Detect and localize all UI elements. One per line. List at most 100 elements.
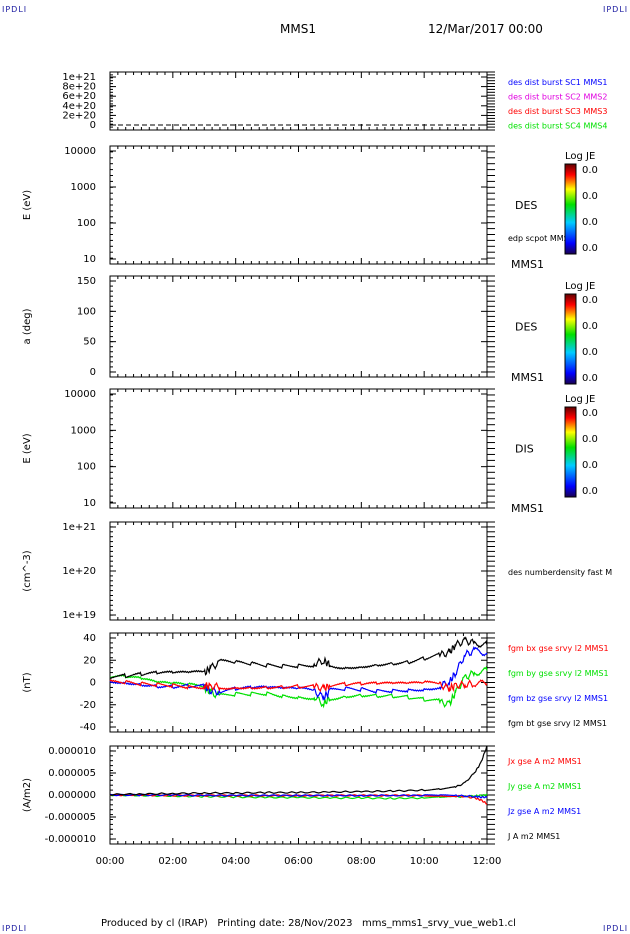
panel-5-y-tick-label: 1e+20 (62, 566, 96, 577)
panel-7-y-tick-label: 0.000010 (48, 746, 96, 757)
panel-7-series-line (109, 745, 488, 796)
spacecraft-title: MMS1 (280, 22, 316, 36)
panel-6-y-tick-label: 0 (90, 678, 96, 689)
panel-7-legend-entry: Jx gse A m2 MMS1 (507, 757, 582, 766)
panel-2-colorbar (564, 163, 577, 255)
panel-4-y-tick-label: 100 (77, 462, 96, 473)
panel-6-series-line (109, 645, 488, 701)
panel-2-colorbar-tick-label: 0.0 (582, 243, 598, 254)
panel-3-colorbar-tick-label: 0.0 (582, 373, 598, 384)
x-axis-tick-label: 04:00 (221, 856, 250, 867)
panel-6-y-tick-label: -40 (80, 722, 96, 733)
date-title: 12/Mar/2017 00:00 (428, 22, 543, 36)
panel-7-legend-entry: Jz gse A m2 MMS1 (507, 807, 581, 816)
panel-3-y-label: a (deg) (22, 308, 33, 344)
panel-4-y-tick-label: 1000 (71, 425, 96, 436)
panel-1-y-tick-label: 6e+20 (62, 91, 96, 102)
x-axis-tick-label: 06:00 (284, 856, 313, 867)
panel-6-legend-entry: fgm bt gse srvy l2 MMS1 (508, 719, 607, 728)
panel-6-y-tick-label: 20 (83, 655, 96, 666)
corner-label-bottom-right: IPDLI (603, 924, 629, 933)
panel-5-legend-entry: des numberdensity fast M (508, 568, 612, 577)
panel-3-colorbar-tick-label: 0.0 (582, 347, 598, 358)
panel-6-y-tick-label: 40 (83, 633, 96, 644)
panel-1-legend-entry: des dist burst SC2 MMS2 (508, 93, 607, 102)
panel-2-colorbar-title: Log JE (565, 151, 595, 162)
corner-label-top-left: IPDLI (2, 5, 28, 14)
x-axis-tick-label: 02:00 (158, 856, 187, 867)
panel-6-legend-entry: fgm bz gse srvy l2 MMS1 (508, 694, 608, 703)
panel-5-y-tick-label: 1e+19 (62, 610, 96, 621)
panel-3-colorbar-tick-label: 0.0 (582, 295, 598, 306)
panel-2-product-label: DES (515, 199, 537, 212)
panel-6-y-tick-label: -20 (80, 700, 96, 711)
panel-1-y-tick-label: 2e+20 (62, 110, 96, 121)
panel-6-legend-entry: fgm by gse srvy l2 MMS1 (508, 669, 609, 678)
panel-7-legend-entry: J A m2 MMS1 (507, 832, 560, 841)
panel-2-overlay-label: edp scpot MMS1 (508, 234, 574, 243)
panel-3-spacecraft-label: MMS1 (511, 371, 544, 384)
panel-7-legend-entry: Jy gse A m2 MMS1 (507, 782, 582, 791)
panel-3-frame (109, 275, 488, 378)
panel-3-colorbar-tick-label: 0.0 (582, 321, 598, 332)
panel-4-colorbar-tick-label: 0.0 (582, 486, 598, 497)
panel-2-frame (109, 145, 488, 265)
panel-1-legend-entry: des dist burst SC3 MMS3 (508, 107, 607, 116)
panel-2-colorbar-tick-label: 0.0 (582, 165, 598, 176)
x-axis-tick-label: 08:00 (347, 856, 376, 867)
panel-7-series-line (109, 793, 488, 799)
footer-text: Produced by cl (IRAP) Printing date: 28/… (101, 918, 516, 929)
panel-4-colorbar-tick-label: 0.0 (582, 408, 598, 419)
panel-6-series-line (109, 679, 488, 693)
panel-5-frame (109, 521, 488, 621)
panel-2-spacecraft-label: MMS1 (511, 258, 544, 271)
panel-4-colorbar-tick-label: 0.0 (582, 460, 598, 471)
panel-4-y-tick-label: 10 (83, 498, 96, 509)
panel-4-colorbar-tick-label: 0.0 (582, 434, 598, 445)
panel-7-y-tick-label: -0.000005 (45, 812, 96, 823)
panel-4-y-tick-label: 10000 (64, 389, 96, 400)
panel-5-y-label: (cm^-3) (22, 550, 33, 591)
corner-label-top-right: IPDLI (603, 5, 629, 14)
corner-label-bottom-left: IPDLI (2, 924, 28, 933)
panel-1-y-tick-label: 4e+20 (62, 101, 96, 112)
panel-2-y-label: E (eV) (22, 190, 33, 220)
panel-4-colorbar (564, 406, 577, 498)
panel-3-colorbar-title: Log JE (565, 281, 595, 292)
panel-3-y-tick-label: 0 (90, 367, 96, 378)
panel-2-colorbar-tick-label: 0.0 (582, 217, 598, 228)
panel-4-colorbar-title: Log JE (565, 394, 595, 405)
panel-2-y-tick-label: 1000 (71, 182, 96, 193)
panel-4-y-label: E (eV) (22, 433, 33, 463)
panel-3-colorbar (564, 293, 577, 385)
panel-2-y-tick-label: 100 (77, 218, 96, 229)
panel-6-series-line (109, 666, 488, 709)
panel-2-colorbar-tick-label: 0.0 (582, 191, 598, 202)
panel-4-frame (109, 388, 488, 509)
panel-7-y-tick-label: 0.000000 (48, 790, 96, 801)
panel-1-legend-entry: des dist burst SC1 MMS1 (508, 78, 607, 87)
panel-6-legend-entry: fgm bx gse srvy l2 MMS1 (508, 644, 609, 653)
panel-4-spacecraft-label: MMS1 (511, 502, 544, 515)
x-axis-tick-label: 12:00 (473, 856, 502, 867)
panel-1-y-tick-label: 1e+21 (62, 72, 96, 83)
panel-3-y-tick-label: 150 (77, 276, 96, 287)
panel-7-y-tick-label: 0.000005 (48, 768, 96, 779)
panel-3-product-label: DES (515, 321, 537, 334)
panel-3-y-tick-label: 50 (83, 337, 96, 348)
panel-2-y-tick-label: 10 (83, 254, 96, 265)
panel-7-y-tick-label: -0.000010 (45, 834, 96, 845)
panel-3-y-tick-label: 100 (77, 306, 96, 317)
panel-4-product-label: DIS (515, 443, 534, 456)
panel-1-y-tick-label: 0 (90, 120, 96, 131)
panel-1-frame (109, 71, 488, 131)
x-axis-tick-label: 00:00 (96, 856, 125, 867)
x-axis-tick-label: 10:00 (410, 856, 439, 867)
panel-2-y-tick-label: 10000 (64, 146, 96, 157)
panel-1-y-tick-label: 8e+20 (62, 82, 96, 93)
panel-5-y-tick-label: 1e+21 (62, 522, 96, 533)
panel-6-series-line (109, 636, 488, 679)
panel-7-y-label: (A/m2) (22, 778, 33, 812)
panel-1-legend-entry: des dist burst SC4 MMS4 (508, 122, 607, 131)
